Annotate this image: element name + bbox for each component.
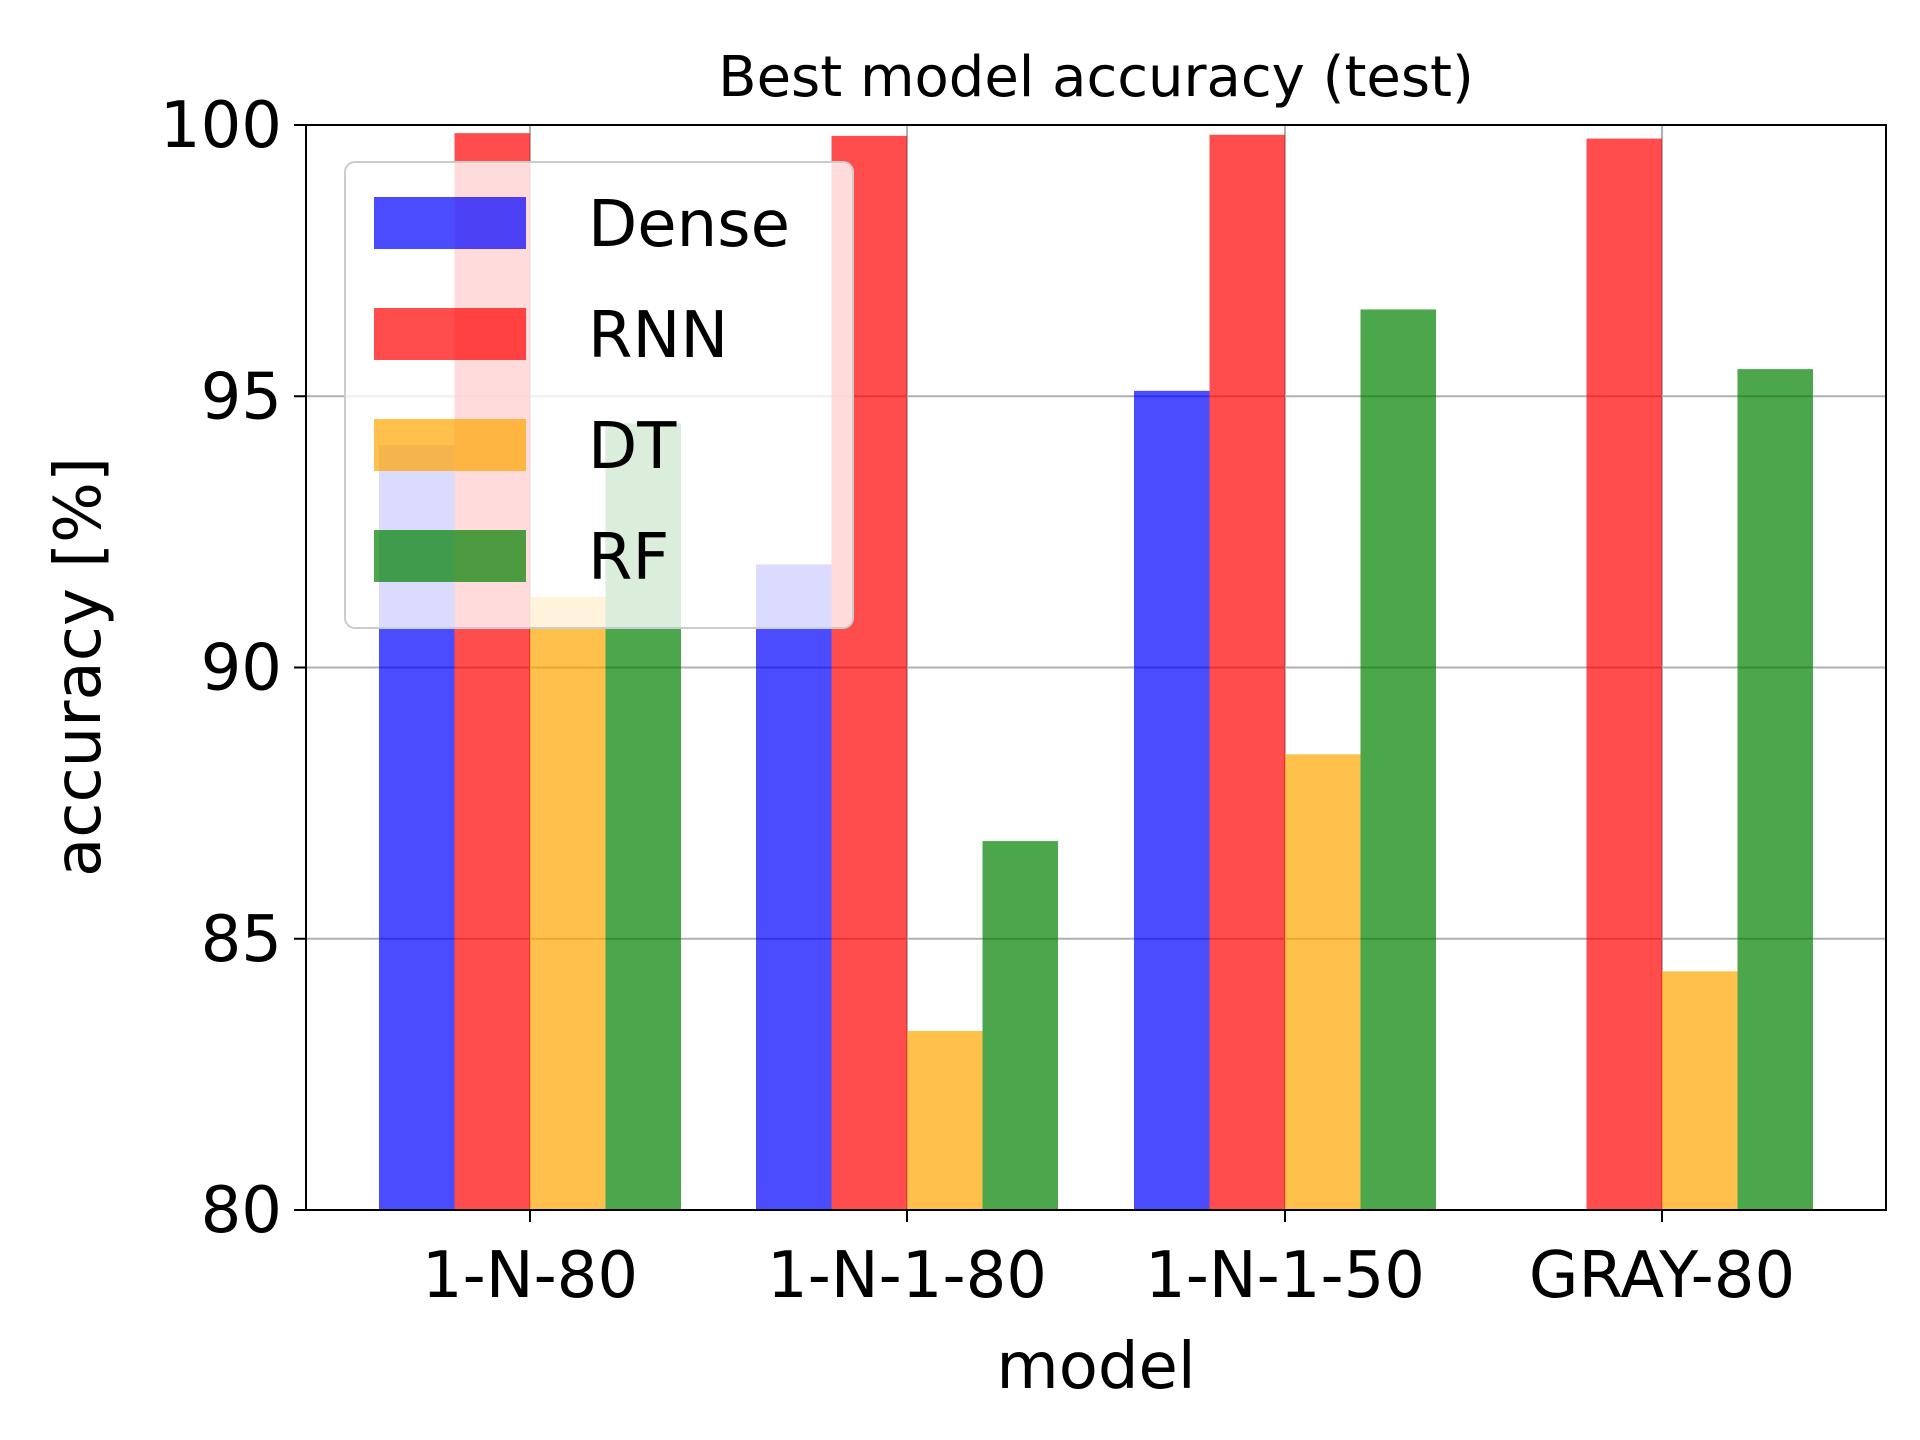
y-tick-label: 95 [201, 360, 282, 434]
bar-dt-gray-80 [1662, 971, 1738, 1210]
bar-dt-1-n-80 [530, 596, 606, 1210]
legend: Dense RNN DT RF [344, 161, 854, 629]
bar-dt-1-n-1-80 [907, 1030, 983, 1210]
bar-dense-1-n-1-50 [1134, 390, 1210, 1210]
bar-rf-1-n-1-50 [1360, 309, 1436, 1210]
y-tick-label: 100 [160, 89, 282, 163]
legend-swatch-dt [374, 419, 526, 471]
x-axis: 1-N-80 1-N-1-80 1-N-1-50 GRAY-80 [422, 1210, 1795, 1313]
x-tick-label: GRAY-80 [1529, 1239, 1795, 1313]
legend-label-rnn: RNN [588, 299, 728, 373]
x-axis-label: model [996, 1330, 1195, 1404]
legend-swatch-rf [374, 530, 526, 582]
legend-frame [344, 161, 854, 629]
y-tick-label: 80 [201, 1174, 282, 1248]
legend-label-dense: Dense [588, 188, 790, 262]
legend-swatch-dense [374, 197, 526, 249]
y-axis-label: accuracy [%] [42, 457, 116, 877]
legend-swatch-rnn [374, 308, 526, 360]
bar-rnn-gray-80 [1586, 138, 1662, 1210]
x-tick-label: 1-N-1-80 [767, 1239, 1047, 1313]
bar-dt-1-n-1-50 [1285, 754, 1361, 1210]
y-axis: 80 85 90 95 100 [160, 89, 306, 1248]
y-tick-label: 85 [201, 903, 282, 977]
bar-rnn-1-n-1-50 [1209, 134, 1285, 1210]
y-tick-label: 90 [201, 632, 282, 706]
legend-label-dt: DT [588, 410, 677, 484]
bar-rf-gray-80 [1737, 369, 1813, 1210]
legend-label-rf: RF [588, 521, 669, 595]
chart-title: Best model accuracy (test) [718, 45, 1474, 110]
bar-rf-1-n-1-80 [982, 841, 1058, 1210]
x-tick-label: 1-N-80 [422, 1239, 638, 1313]
bar-dense-1-n-1-80 [756, 564, 832, 1210]
x-tick-label: 1-N-1-50 [1145, 1239, 1425, 1313]
